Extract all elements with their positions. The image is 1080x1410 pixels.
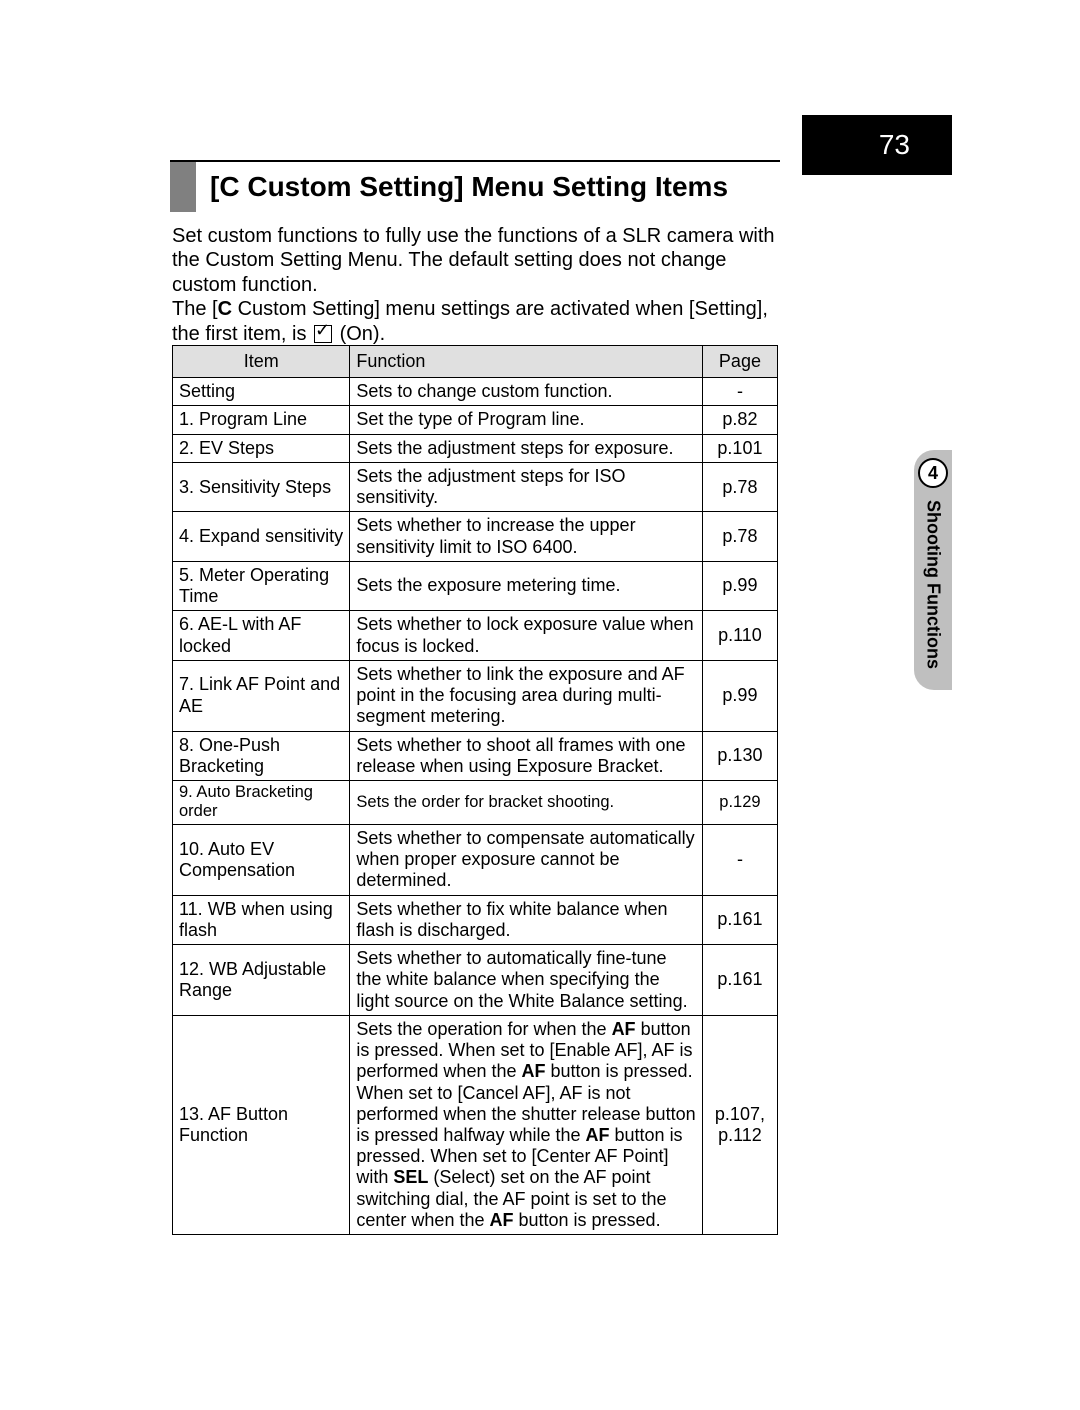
th-item: Item: [173, 346, 350, 378]
side-tab: 4 Shooting Functions: [914, 450, 952, 690]
cell-function: Sets the adjustment steps for exposure.: [350, 434, 703, 462]
cell-page: p.99: [702, 561, 777, 610]
intro-p2-post: Custom Setting] menu settings are activa…: [172, 298, 768, 344]
heading-bar: [170, 162, 196, 212]
cell-item: 8. One-Push Bracketing: [173, 731, 350, 780]
cell-page: p.130: [702, 731, 777, 780]
cell-function: Sets whether to lock exposure value when…: [350, 611, 703, 660]
cell-item: 3. Sensitivity Steps: [173, 462, 350, 511]
cell-page: p.129: [702, 780, 777, 824]
table-row: 13. AF Button FunctionSets the operation…: [173, 1015, 778, 1234]
cell-function: Sets whether to link the exposure and AF…: [350, 660, 703, 731]
cell-function: Sets whether to compensate automatically…: [350, 824, 703, 895]
cell-item: 2. EV Steps: [173, 434, 350, 462]
cell-function: Sets to change custom function.: [350, 378, 703, 406]
side-tab-label: Shooting Functions: [923, 500, 944, 669]
cell-item: 7. Link AF Point and AE: [173, 660, 350, 731]
cell-function: Sets the exposure metering time.: [350, 561, 703, 610]
cell-item: Setting: [173, 378, 350, 406]
cell-page: p.161: [702, 895, 777, 944]
cell-page: p.110: [702, 611, 777, 660]
side-tab-number-circle: 4: [918, 458, 948, 488]
cell-page: p.82: [702, 406, 777, 434]
cell-function: Sets whether to shoot all frames with on…: [350, 731, 703, 780]
table-row: 12. WB Adjustable RangeSets whether to a…: [173, 945, 778, 1016]
cell-page: -: [702, 824, 777, 895]
custom-setting-table: Item Function Page SettingSets to change…: [172, 345, 778, 1235]
cell-function: Sets whether to fix white balance when f…: [350, 895, 703, 944]
heading-bold-c: C: [219, 171, 239, 202]
cell-page: p.161: [702, 945, 777, 1016]
cell-function: Sets whether to automatically fine-tune …: [350, 945, 703, 1016]
table-row: 9. Auto Bracketing orderSets the order f…: [173, 780, 778, 824]
cell-item: 9. Auto Bracketing order: [173, 780, 350, 824]
cell-function: Sets the operation for when the AF butto…: [350, 1015, 703, 1234]
th-function: Function: [350, 346, 703, 378]
cell-item: 13. AF Button Function: [173, 1015, 350, 1234]
side-tab-number: 4: [928, 463, 938, 484]
cell-page: -: [702, 378, 777, 406]
cell-item: 6. AE-L with AF locked: [173, 611, 350, 660]
table-row: 5. Meter Operating TimeSets the exposure…: [173, 561, 778, 610]
table-row: 10. Auto EV CompensationSets whether to …: [173, 824, 778, 895]
checkbox-on-icon: [314, 325, 332, 343]
table-row: 1. Program LineSet the type of Program l…: [173, 406, 778, 434]
cell-page: p.107, p.112: [702, 1015, 777, 1234]
page-number-block: 73: [802, 115, 952, 175]
cell-item: 10. Auto EV Compensation: [173, 824, 350, 895]
cell-page: p.78: [702, 462, 777, 511]
cell-item: 11. WB when using flash: [173, 895, 350, 944]
page-number: 73: [879, 129, 910, 161]
cell-item: 1. Program Line: [173, 406, 350, 434]
table-row: SettingSets to change custom function.-: [173, 378, 778, 406]
intro-p2-bold: C: [218, 298, 232, 320]
cell-page: p.99: [702, 660, 777, 731]
table-row: 4. Expand sensitivitySets whether to inc…: [173, 512, 778, 561]
table-header-row: Item Function Page: [173, 346, 778, 378]
intro-paragraph: Set custom functions to fully use the fu…: [172, 224, 777, 346]
cell-item: 4. Expand sensitivity: [173, 512, 350, 561]
table-row: 8. One-Push BracketingSets whether to sh…: [173, 731, 778, 780]
table-row: 6. AE-L with AF lockedSets whether to lo…: [173, 611, 778, 660]
cell-page: p.78: [702, 512, 777, 561]
intro-line-2: The [C Custom Setting] menu settings are…: [172, 297, 777, 346]
table-row: 7. Link AF Point and AESets whether to l…: [173, 660, 778, 731]
intro-p2-tail: (On).: [334, 323, 385, 345]
cell-function: Sets the adjustment steps for ISO sensit…: [350, 462, 703, 511]
cell-item: 12. WB Adjustable Range: [173, 945, 350, 1016]
heading-rest: Custom Setting] Menu Setting Items: [240, 171, 728, 202]
table-row: 3. Sensitivity StepsSets the adjustment …: [173, 462, 778, 511]
th-page: Page: [702, 346, 777, 378]
cell-function: Sets the order for bracket shooting.: [350, 780, 703, 824]
intro-line-1: Set custom functions to fully use the fu…: [172, 224, 777, 297]
cell-page: p.101: [702, 434, 777, 462]
table-head: Item Function Page: [173, 346, 778, 378]
table-row: 11. WB when using flashSets whether to f…: [173, 895, 778, 944]
heading-text: [C Custom Setting] Menu Setting Items: [196, 162, 728, 212]
cell-function: Sets whether to increase the upper sensi…: [350, 512, 703, 561]
section-heading: [C Custom Setting] Menu Setting Items: [170, 160, 780, 212]
intro-p2-pre: The [: [172, 298, 218, 320]
table-row: 2. EV StepsSets the adjustment steps for…: [173, 434, 778, 462]
cell-function: Set the type of Program line.: [350, 406, 703, 434]
cell-item: 5. Meter Operating Time: [173, 561, 350, 610]
table-body: SettingSets to change custom function.-1…: [173, 378, 778, 1235]
